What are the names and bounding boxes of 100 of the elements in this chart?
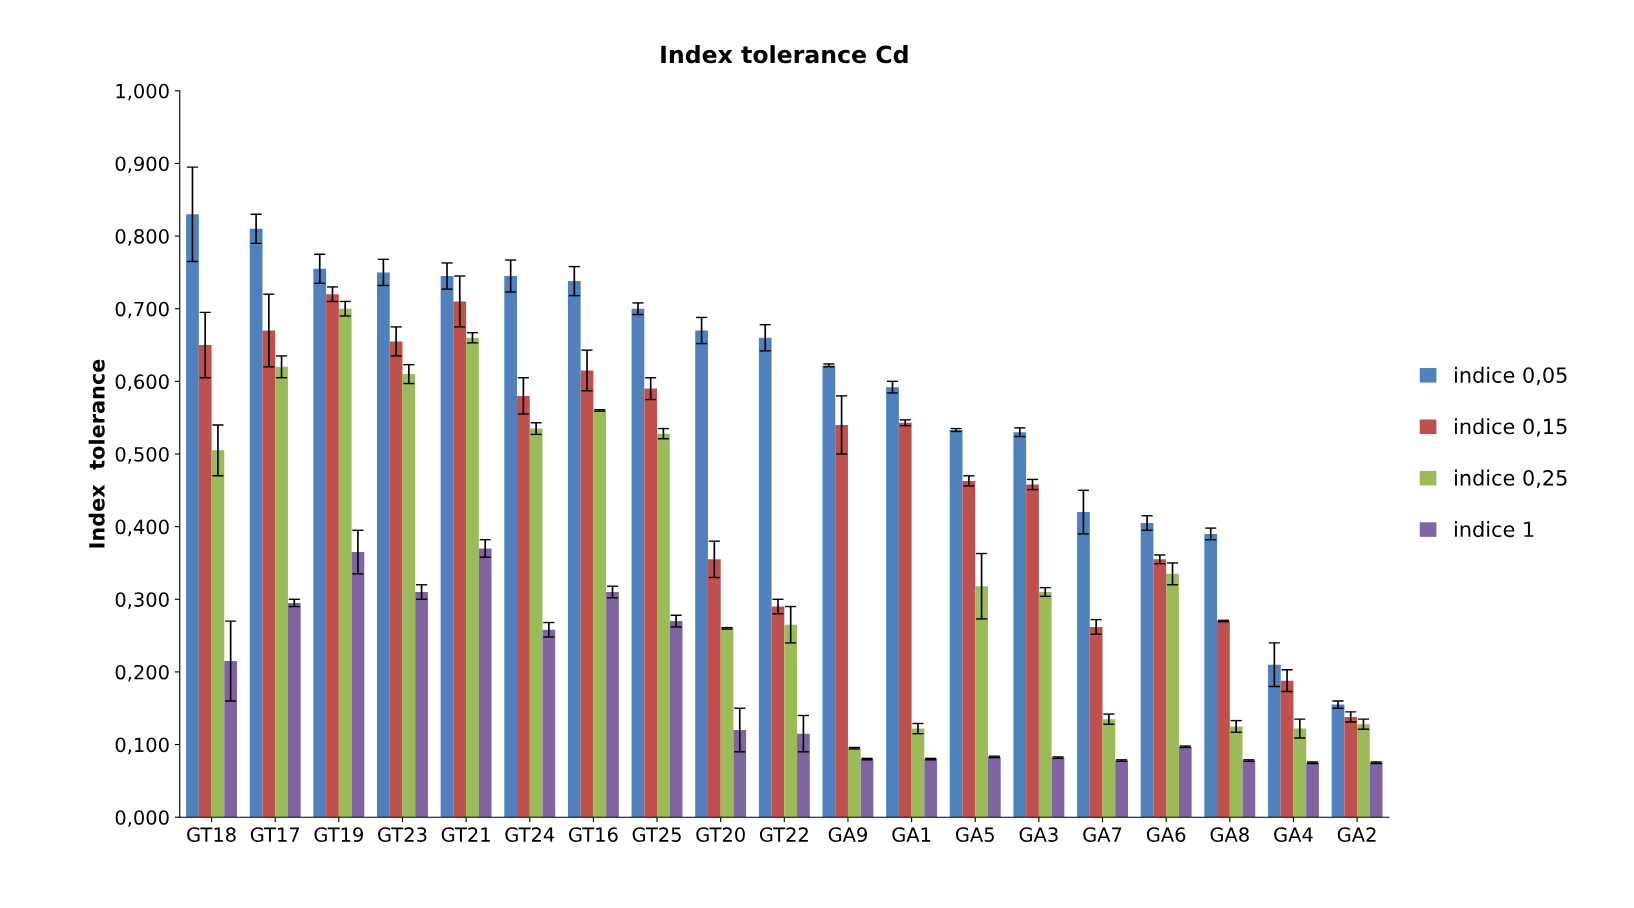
bar xyxy=(466,337,479,818)
bar xyxy=(898,422,912,818)
x-tick-label: GA7 xyxy=(1083,827,1122,842)
bar xyxy=(1306,762,1319,818)
bar xyxy=(389,341,403,818)
x-tick-label: GA6 xyxy=(1146,827,1186,842)
y-tick-label: 0,900 xyxy=(115,156,169,174)
x-tick-label: GT18 xyxy=(187,827,236,842)
y-tick-label: 0,700 xyxy=(115,301,169,319)
bar xyxy=(962,480,976,818)
x-tick-label: GT19 xyxy=(314,827,363,842)
x-tick-label: GA5 xyxy=(955,827,994,842)
bar xyxy=(911,728,925,818)
bar xyxy=(797,733,810,818)
y-tick-label: 0,300 xyxy=(115,592,169,609)
bar xyxy=(1051,757,1065,818)
bar xyxy=(733,730,747,818)
bar xyxy=(453,301,467,818)
x-tick-label: GT21 xyxy=(441,827,490,842)
bar xyxy=(351,552,365,818)
bar xyxy=(313,268,327,818)
bar xyxy=(987,756,1001,818)
bar xyxy=(1331,704,1345,818)
y-tick-label: 0,000 xyxy=(115,810,169,827)
bar xyxy=(886,387,899,818)
bar xyxy=(758,337,772,818)
bar xyxy=(1102,719,1116,818)
x-tick-label: GT17 xyxy=(250,827,300,842)
x-tick-label: GT25 xyxy=(632,827,681,842)
bar xyxy=(338,308,352,818)
bar xyxy=(1013,432,1027,818)
bar xyxy=(822,365,836,818)
y-axis-title: Index tolerance xyxy=(88,359,105,548)
bar xyxy=(517,395,530,818)
x-tick-label: GA2 xyxy=(1337,827,1376,842)
bar xyxy=(186,214,199,818)
bar xyxy=(440,276,454,818)
x-tick-label: GA1 xyxy=(892,827,931,842)
chart-title: Index tolerance Cd xyxy=(661,45,908,64)
bar xyxy=(415,592,428,818)
y-tick-label: 0,800 xyxy=(115,229,169,246)
x-tick-label: GA4 xyxy=(1274,827,1313,842)
bar xyxy=(1153,559,1167,818)
x-tick-label: GT22 xyxy=(759,827,808,842)
y-tick-label: 0,100 xyxy=(115,737,169,755)
bar xyxy=(669,621,683,818)
x-tick-label: GA8 xyxy=(1210,827,1249,842)
bar xyxy=(720,628,734,818)
bar xyxy=(1077,512,1090,818)
bar xyxy=(644,388,658,818)
bar xyxy=(287,602,301,818)
bar xyxy=(657,433,670,818)
bar xyxy=(1217,621,1230,818)
bar xyxy=(1038,592,1052,818)
bar xyxy=(580,370,594,818)
bar xyxy=(1229,726,1243,818)
bar xyxy=(211,450,225,818)
y-tick-label: 0,500 xyxy=(115,446,169,464)
legend-label: indice 0,05 xyxy=(1455,366,1567,386)
x-tick-label: GT20 xyxy=(696,827,745,842)
bar xyxy=(860,759,874,818)
bar xyxy=(631,308,645,818)
bar xyxy=(1357,724,1370,818)
bar xyxy=(198,345,212,818)
y-tick-label: 1,000 xyxy=(116,83,169,101)
y-tick-label: 0,200 xyxy=(115,664,169,682)
bar xyxy=(1204,533,1218,818)
x-tick-label: GA3 xyxy=(1019,827,1058,842)
bar xyxy=(784,624,798,818)
bar xyxy=(1280,680,1294,818)
bar xyxy=(593,410,607,818)
legend-label: indice 0,15 xyxy=(1455,418,1567,437)
x-tick-label: GT23 xyxy=(378,827,427,842)
bar xyxy=(949,430,963,818)
bar xyxy=(567,281,581,818)
bar xyxy=(377,272,390,818)
bar xyxy=(695,330,708,818)
x-tick-label: GT24 xyxy=(505,827,555,842)
bar xyxy=(1166,573,1179,818)
legend-label: indice 1 xyxy=(1455,521,1534,538)
bar xyxy=(275,366,288,818)
bar xyxy=(1178,746,1192,818)
bar xyxy=(1089,626,1103,818)
legend-label: indice 0,25 xyxy=(1455,469,1567,488)
y-tick-label: 0,600 xyxy=(115,374,169,392)
bar xyxy=(478,548,492,818)
bar xyxy=(771,606,785,818)
bar xyxy=(1140,523,1154,818)
bar xyxy=(326,294,339,818)
bar xyxy=(1115,760,1128,818)
bar xyxy=(975,586,988,818)
bar xyxy=(606,592,619,818)
bar xyxy=(529,428,543,818)
bar xyxy=(707,559,721,818)
bar xyxy=(542,629,556,818)
bar xyxy=(1267,664,1281,818)
bar xyxy=(1369,762,1383,818)
bar xyxy=(224,661,238,818)
x-tick-label: GA9 xyxy=(828,827,867,842)
bar xyxy=(402,374,416,818)
